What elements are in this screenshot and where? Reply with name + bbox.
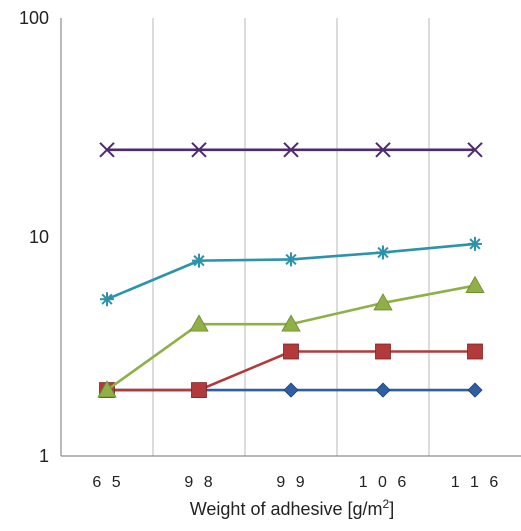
series-line <box>106 284 476 392</box>
data-point-x <box>375 142 391 158</box>
data-point-x <box>467 142 483 158</box>
x-tick-label: 9 8 <box>184 474 215 491</box>
gridlines <box>152 18 430 456</box>
x-stroke <box>283 142 299 158</box>
data-point-triangle <box>465 275 485 293</box>
data-point-triangle <box>281 314 301 332</box>
y-tick-label: 100 <box>19 8 49 28</box>
tick-labels: 1 10 100 6 5 9 8 9 9 1 0 6 1 1 6 <box>19 8 502 491</box>
series-layer <box>97 142 485 398</box>
series-line <box>106 242 476 301</box>
x-stroke <box>467 142 483 158</box>
x-stroke <box>99 142 115 158</box>
series-5 <box>99 142 483 158</box>
data-point-square <box>467 343 483 360</box>
data-point-x <box>283 142 299 158</box>
x-stroke <box>375 142 391 158</box>
data-point-diamond <box>283 382 299 398</box>
x-stroke <box>191 142 207 158</box>
x-tick-label: 1 1 6 <box>451 474 502 491</box>
x-tick-label: 6 5 <box>92 474 123 491</box>
data-point-triangle <box>373 293 393 311</box>
axes <box>60 18 521 457</box>
series-3 <box>97 275 485 398</box>
data-point-square <box>375 343 391 360</box>
data-point-x <box>99 142 115 158</box>
data-point-asterisk <box>468 236 482 251</box>
data-point-asterisk <box>100 292 114 307</box>
data-point-diamond <box>375 382 391 398</box>
x-tick-label: 9 9 <box>276 474 307 491</box>
x-axis-title: Weight of adhesive [g/m2] <box>190 497 394 519</box>
data-point-asterisk <box>284 252 298 267</box>
data-point-asterisk <box>376 245 390 260</box>
data-point-square <box>283 343 299 360</box>
y-tick-label: 10 <box>29 227 49 247</box>
data-point-asterisk <box>192 253 206 268</box>
data-point-triangle <box>97 380 117 398</box>
data-point-diamond <box>467 382 483 398</box>
x-tick-label: 1 0 6 <box>359 474 410 491</box>
data-point-square <box>191 382 207 398</box>
y-tick-label: 1 <box>39 446 49 466</box>
data-point-x <box>191 142 207 158</box>
series-4 <box>100 236 482 307</box>
data-point-triangle <box>189 314 209 332</box>
